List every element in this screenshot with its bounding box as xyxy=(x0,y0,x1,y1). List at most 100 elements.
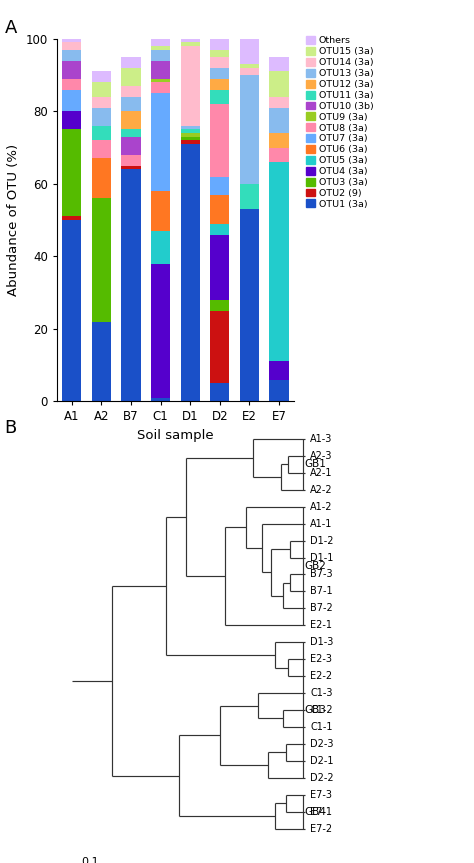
Bar xyxy=(91,108,111,126)
Bar xyxy=(121,136,141,154)
Text: D1-2: D1-2 xyxy=(310,536,334,545)
Bar xyxy=(121,57,141,68)
Text: GB1: GB1 xyxy=(305,459,327,469)
Legend: Others, OTU15 (3a), OTU14 (3a), OTU13 (3a), OTU12 (3a), OTU11 (3a), OTU10 (3b), : Others, OTU15 (3a), OTU14 (3a), OTU13 (3… xyxy=(306,36,374,209)
Text: A1-2: A1-2 xyxy=(310,501,333,512)
Bar xyxy=(210,177,229,195)
Bar xyxy=(91,82,111,97)
Text: E2-3: E2-3 xyxy=(310,654,332,665)
Bar xyxy=(62,39,82,42)
Bar xyxy=(121,111,141,129)
Bar xyxy=(121,169,141,401)
Bar xyxy=(210,383,229,401)
Bar xyxy=(269,108,289,133)
Bar xyxy=(210,195,229,224)
Text: A2-2: A2-2 xyxy=(310,485,333,494)
Bar xyxy=(210,299,229,311)
Bar xyxy=(269,362,289,380)
Bar xyxy=(121,86,141,97)
Text: 0.1: 0.1 xyxy=(82,858,99,863)
Bar xyxy=(121,97,141,111)
Bar xyxy=(151,191,170,231)
Text: A1-3: A1-3 xyxy=(310,434,333,444)
Bar xyxy=(151,82,170,93)
Text: B: B xyxy=(5,419,17,437)
Bar xyxy=(181,126,200,129)
Text: E7-1: E7-1 xyxy=(310,807,332,816)
Y-axis label: Abundance of OTU (%): Abundance of OTU (%) xyxy=(7,144,20,296)
Text: D2-1: D2-1 xyxy=(310,756,334,765)
Bar xyxy=(210,79,229,90)
Text: A2-3: A2-3 xyxy=(310,450,333,461)
Bar xyxy=(181,144,200,401)
Bar xyxy=(62,220,82,401)
X-axis label: Soil sample: Soil sample xyxy=(137,429,214,442)
Bar xyxy=(91,159,111,198)
Bar xyxy=(240,39,259,64)
Bar xyxy=(210,311,229,383)
Bar xyxy=(151,50,170,60)
Bar xyxy=(151,39,170,46)
Bar xyxy=(240,209,259,401)
Text: E7-2: E7-2 xyxy=(310,823,332,834)
Bar xyxy=(210,90,229,104)
Bar xyxy=(269,72,289,97)
Bar xyxy=(210,104,229,177)
Text: B7-3: B7-3 xyxy=(310,570,333,579)
Bar xyxy=(269,133,289,148)
Bar xyxy=(210,57,229,68)
Text: C1-3: C1-3 xyxy=(310,688,333,698)
Bar xyxy=(151,398,170,401)
Text: C1-2: C1-2 xyxy=(310,705,333,715)
Text: A1-1: A1-1 xyxy=(310,519,333,529)
Bar xyxy=(210,235,229,299)
Bar xyxy=(181,136,200,141)
Bar xyxy=(121,68,141,86)
Bar xyxy=(62,111,82,129)
Text: GB3: GB3 xyxy=(305,705,327,715)
Bar xyxy=(181,133,200,136)
Bar xyxy=(240,184,259,209)
Bar xyxy=(240,64,259,68)
Bar xyxy=(210,39,229,50)
Bar xyxy=(62,79,82,90)
Bar xyxy=(62,50,82,60)
Bar xyxy=(91,198,111,322)
Bar xyxy=(62,217,82,220)
Bar xyxy=(269,162,289,362)
Bar xyxy=(269,57,289,72)
Bar xyxy=(91,97,111,108)
Bar xyxy=(269,380,289,401)
Bar xyxy=(181,42,200,46)
Text: E7-3: E7-3 xyxy=(310,790,332,800)
Bar xyxy=(62,60,82,79)
Text: D1-3: D1-3 xyxy=(310,637,334,647)
Bar xyxy=(91,141,111,159)
Bar xyxy=(181,141,200,144)
Bar xyxy=(269,97,289,108)
Text: E2-2: E2-2 xyxy=(310,671,332,681)
Text: A: A xyxy=(5,19,17,37)
Bar xyxy=(151,79,170,82)
Bar xyxy=(91,72,111,82)
Bar xyxy=(151,60,170,79)
Bar xyxy=(121,129,141,136)
Bar xyxy=(151,231,170,263)
Text: D2-2: D2-2 xyxy=(310,772,334,783)
Text: B7-2: B7-2 xyxy=(310,603,333,614)
Bar xyxy=(210,224,229,235)
Bar xyxy=(151,46,170,50)
Bar xyxy=(210,68,229,79)
Bar xyxy=(121,154,141,166)
Text: D2-3: D2-3 xyxy=(310,739,334,749)
Text: B7-1: B7-1 xyxy=(310,586,333,596)
Bar xyxy=(151,263,170,398)
Bar xyxy=(181,39,200,42)
Bar xyxy=(240,75,259,184)
Bar xyxy=(62,42,82,50)
Bar xyxy=(91,322,111,401)
Bar xyxy=(91,126,111,141)
Text: D1-1: D1-1 xyxy=(310,552,334,563)
Text: GB4: GB4 xyxy=(305,807,327,816)
Bar xyxy=(62,129,82,217)
